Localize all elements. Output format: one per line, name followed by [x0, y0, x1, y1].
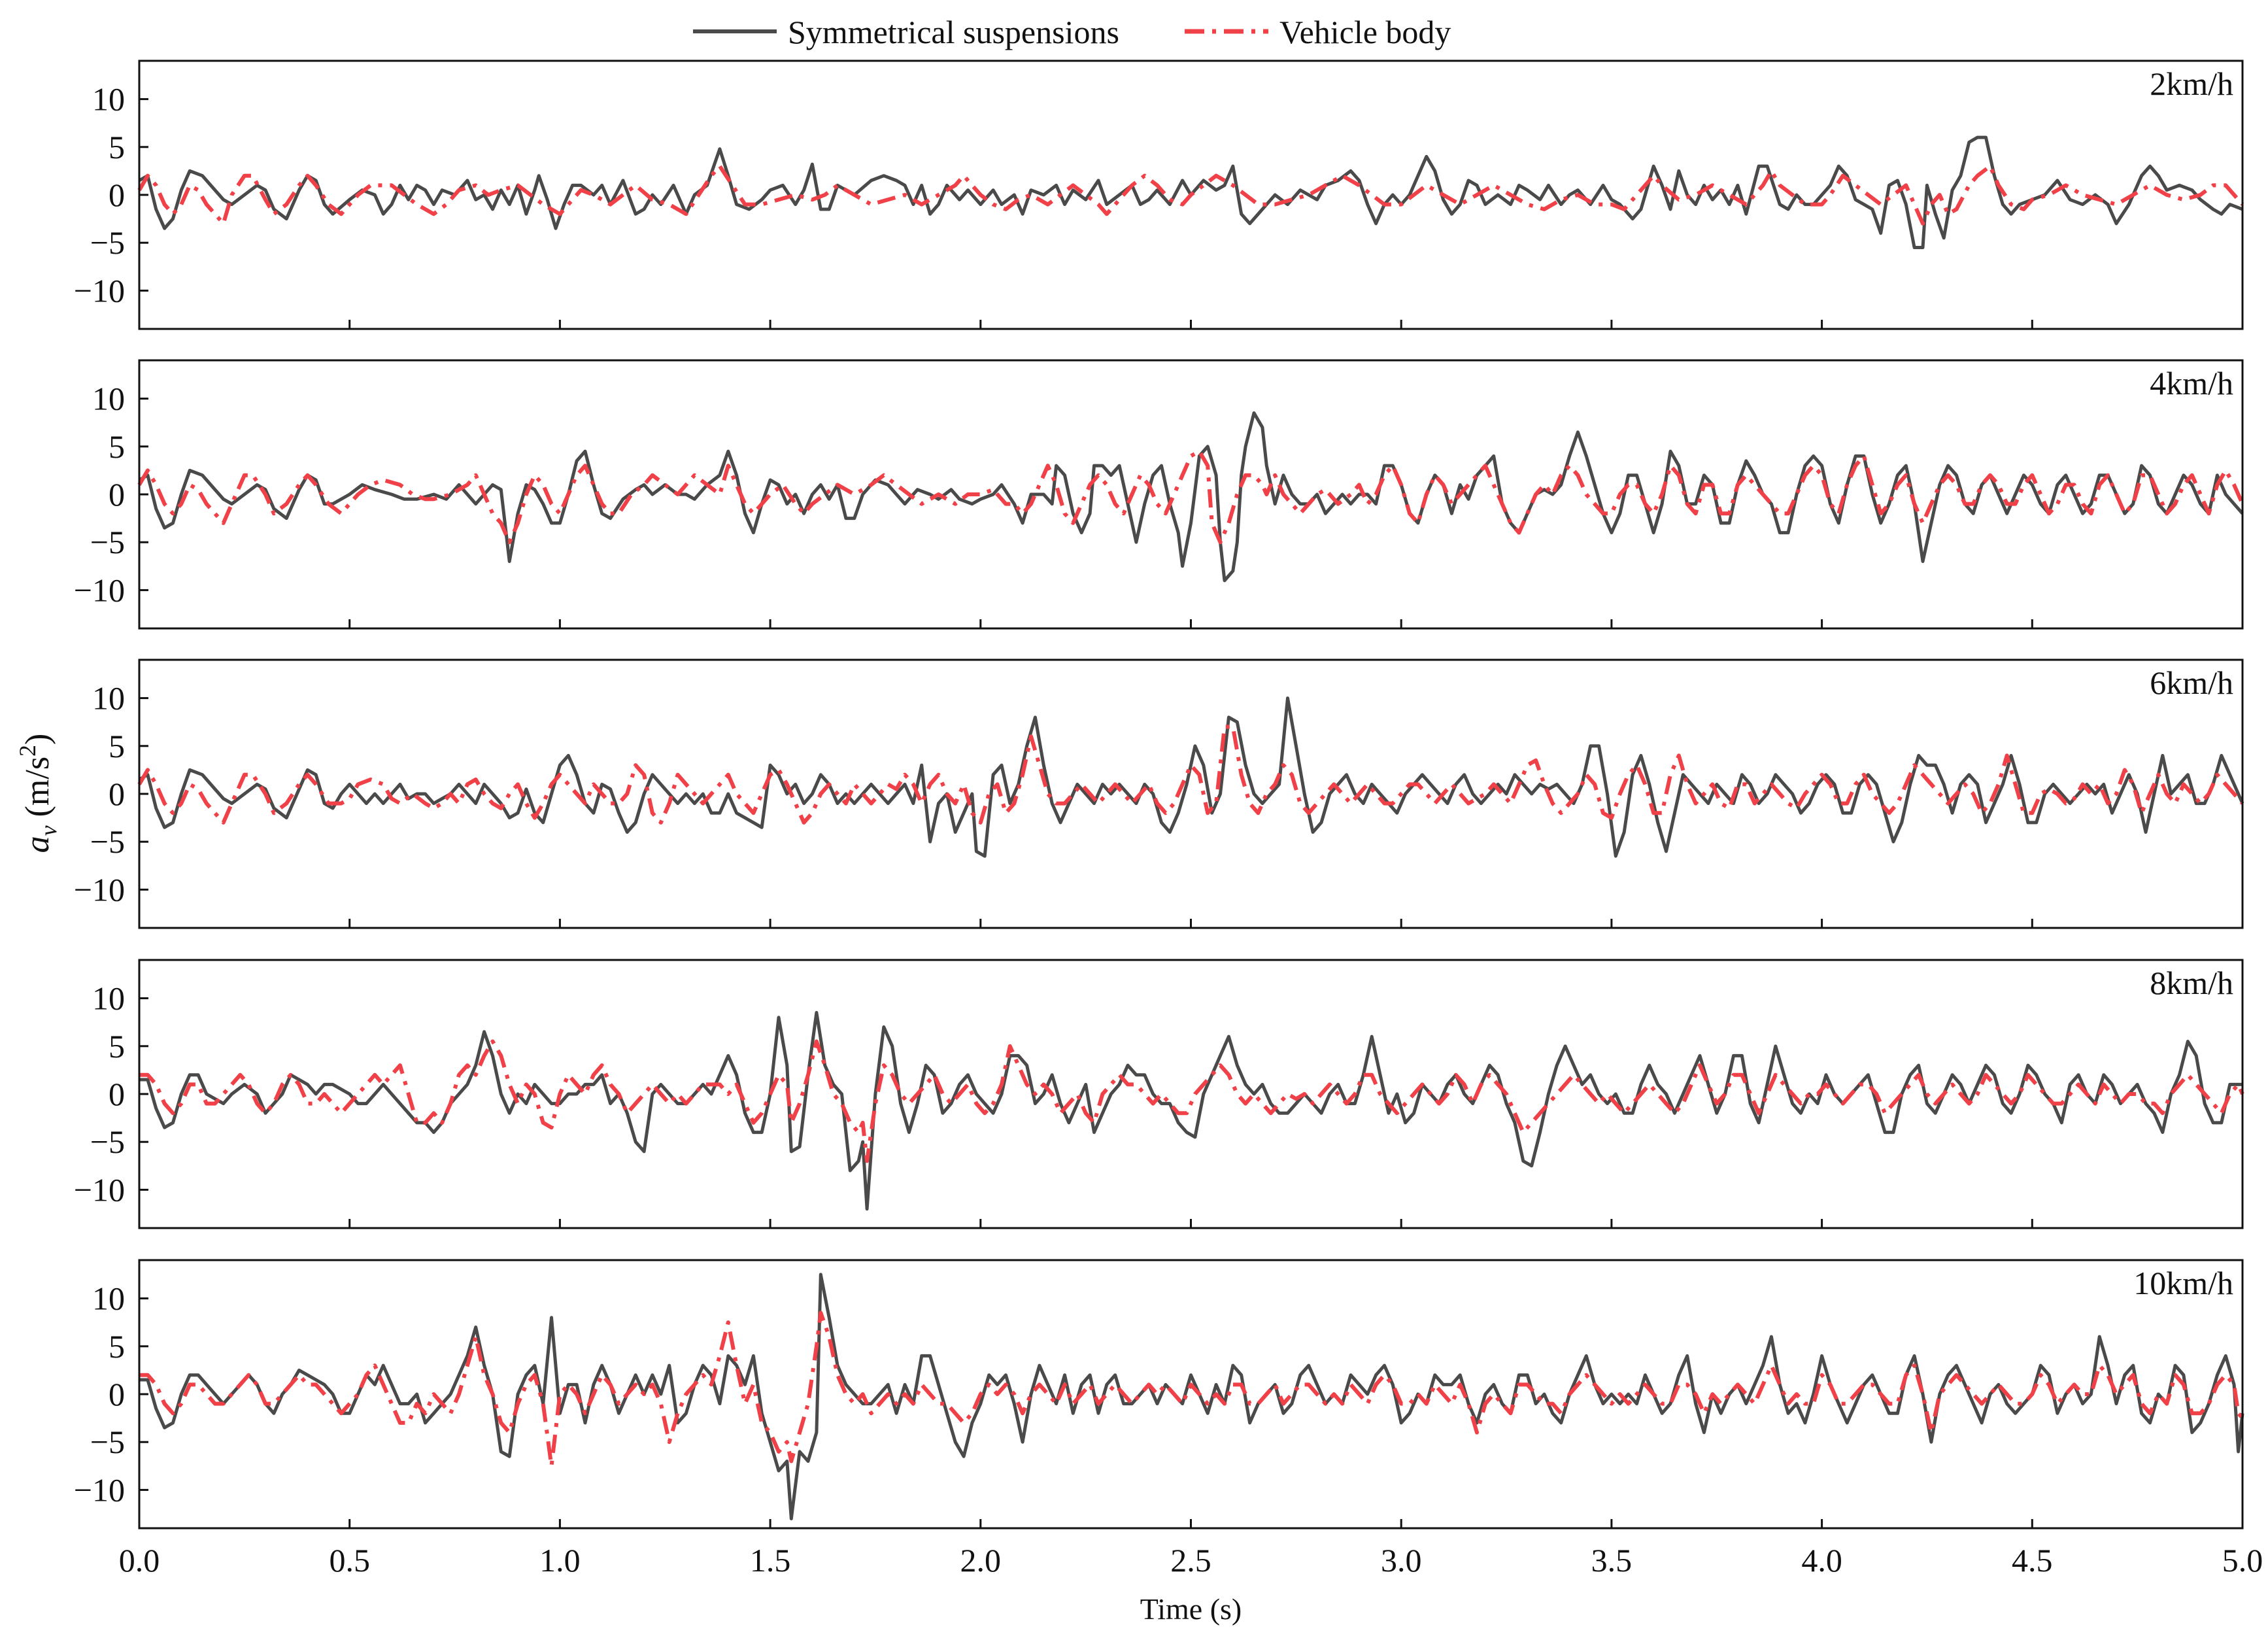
panel-speed-label: 2km/h [2150, 65, 2233, 102]
y-tick-label: −10 [74, 1471, 125, 1508]
legend-label-body: Vehicle body [1279, 14, 1451, 50]
panel-8km-per-h: 10 5 0 −5 −10 8km/h [74, 959, 2244, 1229]
panel-speed-label: 6km/h [2150, 664, 2233, 701]
x-tick-label: 3.0 [1381, 1542, 1422, 1579]
x-tick-label: 2.5 [1170, 1542, 1211, 1579]
series-line-symmetrical-suspensions [138, 411, 2244, 583]
x-tick-label: 2.0 [960, 1542, 1002, 1579]
x-tick-label: 3.5 [1591, 1542, 1633, 1579]
y-tick-label: 0 [109, 476, 125, 513]
panel-6km-per-h: 10 5 0 −5 −10 6km/h [74, 659, 2244, 929]
panel-2km-per-h: 10 5 0 −5 −10 2km/h [74, 60, 2244, 330]
panel-speed-label: 10km/h [2133, 1265, 2233, 1301]
panel-speed-label: 4km/h [2150, 365, 2233, 402]
y-tick-label: −10 [74, 1171, 125, 1208]
y-tick-label: 10 [92, 980, 125, 1017]
series-line-vehicle-body [139, 1310, 2244, 1468]
y-tick-label: −5 [90, 1424, 125, 1460]
legend: Symmetrical suspensions Vehicle body [693, 14, 1451, 50]
series-line-symmetrical-suspensions [139, 1011, 2243, 1211]
y-tick-label: −5 [90, 524, 125, 560]
x-tick-label: 4.0 [1801, 1542, 1842, 1579]
x-tick-label: 1.5 [750, 1542, 791, 1579]
x-tick-label: 0.5 [329, 1542, 370, 1579]
series-line-symmetrical-suspensions [138, 696, 2244, 858]
y-tick-label: 0 [109, 776, 125, 812]
panel-10km-per-h: 10 5 0 −5 −10 10km/h [74, 1259, 2244, 1530]
y-tick-label: 10 [92, 680, 125, 717]
panel-frame [138, 359, 2244, 630]
y-tick-label: 0 [109, 177, 125, 213]
y-tick-label: −10 [74, 871, 125, 908]
x-tick-label: 4.5 [2012, 1542, 2053, 1579]
series-line-vehicle-body [139, 1039, 2244, 1163]
panel-frame [138, 1259, 2244, 1530]
y-tick-label: 0 [109, 1376, 125, 1412]
y-tick-label: 10 [92, 381, 125, 417]
y-tick-label: −5 [90, 224, 125, 261]
x-tick-label: 1.0 [539, 1542, 581, 1579]
y-tick-label: 5 [109, 728, 125, 764]
series-line-symmetrical-suspensions [138, 135, 2243, 249]
y-tick-label: 10 [92, 1280, 125, 1317]
y-tick-label: 5 [109, 1328, 125, 1365]
legend-label-suspension: Symmetrical suspensions [788, 14, 1119, 50]
y-tick-label: −5 [90, 1123, 125, 1160]
y-axis-title: av (m/s2) [14, 734, 61, 853]
panel-4km-per-h: 10 5 0 −5 −10 4km/h [74, 359, 2244, 630]
panel-frame [138, 659, 2244, 929]
y-tick-label: 0 [109, 1076, 125, 1112]
y-tick-label: −5 [90, 823, 125, 860]
series-line-vehicle-body [137, 725, 2244, 825]
series-line-vehicle-body [137, 449, 2244, 545]
series-line-vehicle-body [137, 164, 2244, 226]
y-tick-label: 10 [92, 81, 125, 118]
y-tick-label: 5 [109, 129, 125, 165]
y-tick-label: −10 [74, 272, 125, 309]
x-axis-title: Time (s) [1140, 1592, 1242, 1626]
series-line-symmetrical-suspensions [139, 1273, 2244, 1520]
x-tick-label: 0.0 [119, 1542, 160, 1579]
x-tick-label: 5.0 [2222, 1542, 2263, 1579]
y-tick-label: 5 [109, 428, 125, 465]
panel-frame [138, 60, 2244, 330]
panel-frame [138, 959, 2244, 1229]
y-tick-label: −10 [74, 572, 125, 608]
panel-speed-label: 8km/h [2150, 965, 2233, 1001]
y-tick-label: 5 [109, 1028, 125, 1065]
